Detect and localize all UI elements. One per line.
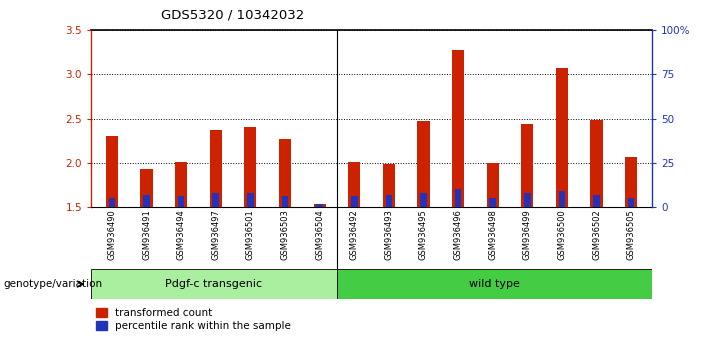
Text: GSM936504: GSM936504 [315,210,324,260]
Bar [282,196,288,207]
Text: GSM936502: GSM936502 [592,210,601,260]
Bar [109,198,115,207]
Bar [420,193,427,207]
Text: GSM936497: GSM936497 [211,210,220,261]
Bar [91,269,337,299]
Text: GSM936505: GSM936505 [627,210,636,260]
Text: GSM936490: GSM936490 [107,210,116,260]
Bar [337,269,652,299]
Bar [212,193,219,207]
Text: GSM936501: GSM936501 [246,210,255,260]
Text: GSM936492: GSM936492 [350,210,359,260]
Bar [559,191,565,207]
Text: GSM936499: GSM936499 [523,210,532,260]
Legend: transformed count, percentile rank within the sample: transformed count, percentile rank withi… [96,308,291,331]
Text: genotype/variation: genotype/variation [4,279,102,289]
Text: GSM936494: GSM936494 [177,210,186,260]
Bar [455,189,461,207]
Text: GSM936491: GSM936491 [142,210,151,260]
Bar [143,195,150,207]
Bar [489,198,496,207]
Bar [178,196,184,207]
Bar [351,196,358,207]
Bar [452,50,464,207]
Text: GSM936493: GSM936493 [384,210,393,261]
Text: Pdgf-c transgenic: Pdgf-c transgenic [165,279,263,289]
Bar [383,164,395,207]
Bar [348,162,360,207]
Text: GSM936495: GSM936495 [419,210,428,260]
Bar [522,124,533,207]
Bar [316,204,323,207]
Bar [628,198,634,207]
Bar [417,121,430,207]
Bar [210,130,222,207]
Text: wild type: wild type [469,279,520,289]
Bar [313,205,326,207]
Bar [386,195,392,207]
Text: GSM936496: GSM936496 [454,210,463,261]
Bar [556,68,568,207]
Bar [175,162,187,207]
Bar [279,139,291,207]
Bar [590,120,603,207]
Bar [625,156,637,207]
Text: GSM936500: GSM936500 [557,210,566,260]
Bar [247,193,254,207]
Bar [486,163,498,207]
Text: GDS5320 / 10342032: GDS5320 / 10342032 [161,9,304,22]
Bar [524,193,531,207]
Bar [106,136,118,207]
Bar [140,169,153,207]
Bar [245,127,257,207]
Text: GSM936498: GSM936498 [488,210,497,261]
Bar [593,195,600,207]
Text: GSM936503: GSM936503 [280,210,290,261]
